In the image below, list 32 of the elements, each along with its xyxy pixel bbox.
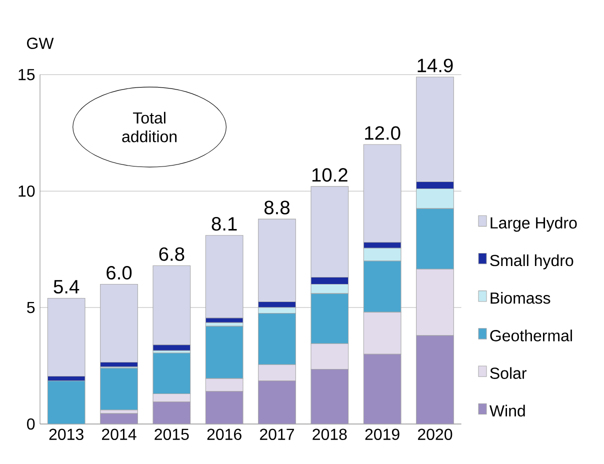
x-tick-label: 2019 bbox=[365, 428, 400, 440]
x-tick-label: 2015 bbox=[154, 428, 189, 440]
x-tick-label: 2013 bbox=[49, 428, 84, 440]
y-axis-title: GW bbox=[27, 38, 54, 49]
total-label: 8.1 bbox=[212, 217, 237, 231]
total-label: 5.4 bbox=[54, 280, 80, 294]
annotation: Total addition bbox=[122, 112, 177, 142]
x-tick-label: 2020 bbox=[418, 428, 452, 440]
x-tick-label: 2016 bbox=[207, 428, 242, 440]
bar bbox=[205, 235, 244, 318]
total-label: 10.2 bbox=[312, 168, 348, 182]
total-label: 6.8 bbox=[159, 247, 184, 261]
x-tick-label: 2017 bbox=[260, 428, 294, 440]
legend-label: Geothermal bbox=[490, 330, 572, 342]
legend-label: Biomass bbox=[490, 292, 550, 304]
legend-label: Large Hydro bbox=[490, 216, 577, 232]
legend-label: Solar bbox=[490, 367, 526, 379]
total-label: 8.8 bbox=[264, 200, 290, 214]
bar bbox=[100, 284, 138, 363]
y-tick-label: 0 bbox=[27, 418, 35, 430]
total-label: 6.0 bbox=[106, 266, 132, 280]
y-tick-label: 15 bbox=[18, 69, 35, 80]
legend-label: Wind bbox=[489, 404, 525, 417]
bar bbox=[100, 413, 138, 424]
legend-label: Small hydro bbox=[490, 254, 574, 270]
x-tick-label: 2014 bbox=[102, 428, 136, 440]
x-tick-label: 2018 bbox=[312, 428, 347, 440]
total-label: 14.9 bbox=[418, 58, 453, 72]
total-label: 12.0 bbox=[365, 126, 400, 140]
y-tick-label: 5 bbox=[27, 302, 35, 314]
bar bbox=[47, 298, 86, 377]
y-tick-label: 10 bbox=[18, 185, 35, 197]
